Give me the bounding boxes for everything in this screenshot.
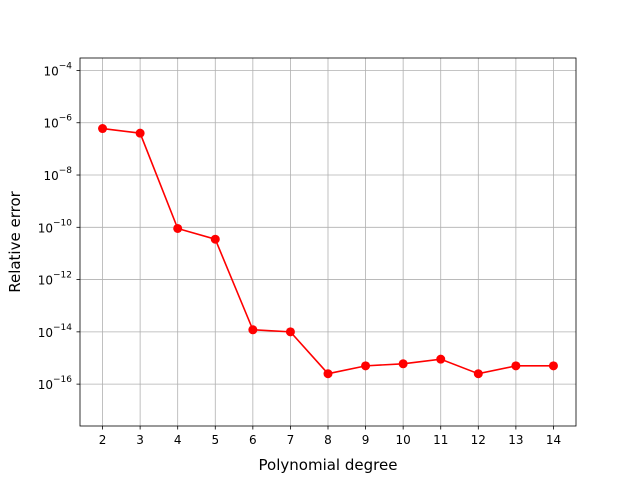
x-tick-label: 10 [396,433,411,447]
x-tick-label: 7 [287,433,295,447]
x-tick-label: 2 [99,433,107,447]
y-tick-label: 10−14 [38,323,73,340]
y-tick-label: 10−8 [43,166,72,183]
y-tick-label: 10−10 [38,218,73,235]
x-tick-label: 5 [211,433,219,447]
data-point [323,369,333,379]
y-tick-label: 10−16 [38,375,73,392]
data-point [285,327,295,337]
y-tick-label: 10−12 [38,271,72,288]
data-point [98,124,108,134]
data-point [135,128,145,138]
x-tick-label: 8 [324,433,332,447]
x-axis-ticks: 2 3 4 5 6 7 8 9 10 11 12 13 14 [99,426,561,447]
x-tick-label: 4 [174,433,182,447]
x-tick-label: 12 [471,433,486,447]
data-series [98,124,558,379]
y-axis-label: Relative error [6,190,24,292]
y-tick-label: 10−4 [43,61,72,78]
data-point [173,223,183,233]
data-point [210,234,220,244]
data-point [473,369,483,379]
data-point [361,361,371,371]
x-tick-label: 13 [508,433,523,447]
x-tick-label: 9 [362,433,370,447]
x-tick-label: 3 [136,433,144,447]
x-tick-label: 6 [249,433,257,447]
y-axis-ticks: 10−16 10−14 10−12 10−10 10−8 10−6 10−4 [38,61,80,392]
data-point [248,325,258,335]
y-tick-label: 10−6 [43,114,72,131]
data-point [511,361,521,371]
data-point [548,361,558,371]
data-point [436,354,446,364]
x-tick-label: 11 [433,433,448,447]
x-axis-label: Polynomial degree [259,456,398,474]
data-point [398,359,408,369]
x-tick-label: 14 [546,433,561,447]
